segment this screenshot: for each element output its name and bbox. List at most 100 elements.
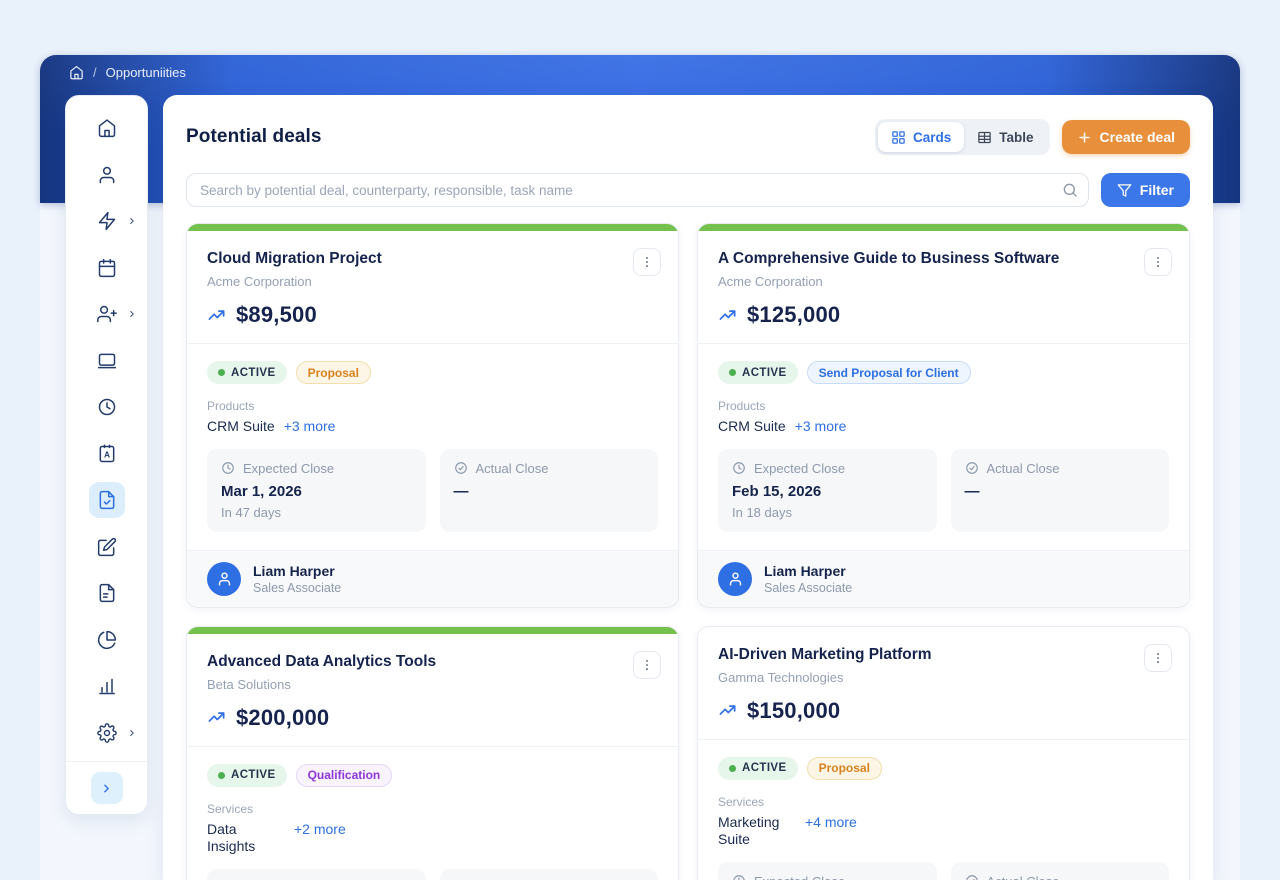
more-items-link[interactable]: +4 more — [805, 813, 857, 830]
active-dot-icon — [729, 764, 736, 772]
deal-title: AI-Driven Marketing Platform — [718, 645, 932, 663]
calendar-icon — [98, 258, 115, 277]
deal-card[interactable]: Advanced Data Analytics Tools Beta Solut… — [186, 625, 679, 880]
sidebar-item-address-book[interactable]: A — [66, 431, 147, 478]
breadcrumb-current: Opportuniities — [105, 65, 186, 80]
item-name: CRM Suite — [718, 418, 786, 434]
items-label: Services — [718, 794, 765, 809]
sidebar-item-reports[interactable] — [66, 617, 147, 664]
card-menu-button[interactable] — [633, 650, 661, 679]
breadcrumb: / Opportuniities — [69, 65, 186, 80]
trending-up-icon — [718, 306, 737, 325]
search-icon — [1062, 182, 1078, 198]
deal-amount: $89,500 — [207, 302, 658, 328]
chevron-right-icon — [127, 216, 137, 226]
user-plus-icon — [96, 306, 117, 323]
sidebar-item-contacts[interactable] — [66, 152, 147, 199]
responsible-name: Liam Harper — [764, 562, 846, 579]
search-input[interactable] — [186, 173, 1089, 207]
sidebar-item-automation[interactable] — [66, 198, 147, 245]
gear-icon — [96, 722, 117, 743]
deal-amount: $200,000 — [207, 705, 658, 731]
actual-close-box: Actual Close — — [439, 448, 658, 532]
more-items-link[interactable]: +2 more — [294, 820, 346, 837]
kebab-icon — [646, 256, 648, 268]
view-toggle-table[interactable]: Table — [964, 122, 1046, 152]
avatar — [718, 561, 752, 596]
kebab-icon — [646, 659, 648, 670]
stage-badge: Send Proposal for Client — [806, 361, 971, 384]
expected-close-box: Expected Close Apr 5, 2026 In 72 days — [718, 861, 937, 880]
sidebar-item-home[interactable] — [66, 105, 147, 152]
contact-book-icon: A — [99, 444, 114, 462]
chevron-right-icon — [104, 784, 109, 792]
page-title: Potential deals — [186, 126, 322, 147]
clock-icon — [732, 461, 746, 475]
laptop-icon — [97, 353, 116, 369]
deal-title: Advanced Data Analytics Tools — [207, 652, 437, 670]
file-icon — [99, 584, 114, 603]
view-toggle-cards[interactable]: Cards — [877, 122, 965, 152]
main-panel: Potential deals Cards Table Create deal — [163, 95, 1213, 880]
page-header: Potential deals Cards Table Create deal — [186, 119, 1190, 155]
deal-card[interactable]: A Comprehensive Guide to Business Softwa… — [697, 223, 1190, 608]
filter-button[interactable]: Filter — [1100, 173, 1190, 207]
responsible-role: Sales Associate — [764, 580, 853, 595]
active-dot-icon — [218, 771, 225, 779]
more-items-link[interactable]: +3 more — [794, 418, 847, 434]
status-badge: ACTIVE — [207, 763, 287, 787]
clock-icon — [98, 399, 115, 416]
stage-badge: Qualification — [295, 763, 393, 787]
kebab-icon — [1157, 652, 1159, 663]
sidebar-item-workspace[interactable] — [66, 338, 147, 385]
card-menu-button[interactable] — [633, 248, 661, 276]
card-menu-button[interactable] — [1144, 643, 1172, 672]
chevron-right-icon — [127, 309, 137, 319]
trending-up-icon — [207, 306, 226, 325]
home-icon — [98, 119, 115, 138]
actual-close-box: Actual Close — — [950, 861, 1169, 880]
plus-icon — [1078, 131, 1090, 143]
card-menu-button[interactable] — [1144, 248, 1172, 276]
deal-counterparty: Acme Corporation — [207, 274, 312, 289]
responsible-name: Liam Harper — [253, 562, 335, 579]
items-label: Products — [207, 399, 255, 413]
pie-chart-icon — [97, 630, 116, 649]
sidebar-item-leads[interactable] — [66, 291, 147, 338]
expected-close-box: Expected Close Feb 15, 2026 In 18 days — [718, 448, 937, 532]
sidebar-item-settings[interactable] — [66, 710, 147, 757]
deals-grid: Cloud Migration Project Acme Corporation… — [186, 223, 1190, 880]
trending-up-icon — [207, 708, 226, 727]
deal-card[interactable]: AI-Driven Marketing Platform Gamma Techn… — [697, 625, 1190, 880]
sidebar-item-documents[interactable] — [66, 570, 147, 617]
create-deal-button[interactable]: Create deal — [1061, 120, 1190, 154]
responsible-footer: Liam Harper Sales Associate — [187, 549, 678, 607]
home-icon[interactable] — [69, 65, 84, 80]
clock-icon — [732, 874, 746, 880]
sidebar-item-calendar[interactable] — [66, 245, 147, 292]
items-label: Products — [718, 399, 766, 413]
sidebar-item-activity[interactable] — [66, 384, 147, 431]
sidebar-item-deals[interactable] — [66, 477, 147, 524]
user-icon — [729, 572, 741, 586]
actual-close-box: Actual Close — — [439, 868, 658, 880]
sidebar: A — [65, 95, 148, 815]
deal-card[interactable]: Cloud Migration Project Acme Corporation… — [186, 223, 679, 608]
bar-chart-icon — [98, 678, 115, 695]
expected-close-box: Expected Close Mar 10, 2026 In 56 days — [207, 868, 426, 880]
lightning-icon — [98, 212, 115, 231]
svg-text:A: A — [103, 449, 109, 459]
active-dot-icon — [218, 369, 225, 376]
sidebar-expand-button[interactable] — [90, 772, 123, 804]
deal-counterparty: Acme Corporation — [718, 274, 823, 289]
sidebar-item-analytics[interactable] — [66, 663, 147, 710]
responsible-footer: Liam Harper Sales Associate — [698, 549, 1189, 607]
sidebar-item-notes[interactable] — [66, 524, 147, 571]
edit-icon — [97, 537, 116, 556]
deal-amount: $125,000 — [718, 302, 1169, 328]
check-circle-icon — [454, 461, 468, 475]
more-items-link[interactable]: +3 more — [283, 418, 336, 434]
check-circle-icon — [965, 874, 979, 880]
breadcrumb-separator: / — [93, 65, 97, 80]
status-badge: ACTIVE — [718, 756, 798, 780]
